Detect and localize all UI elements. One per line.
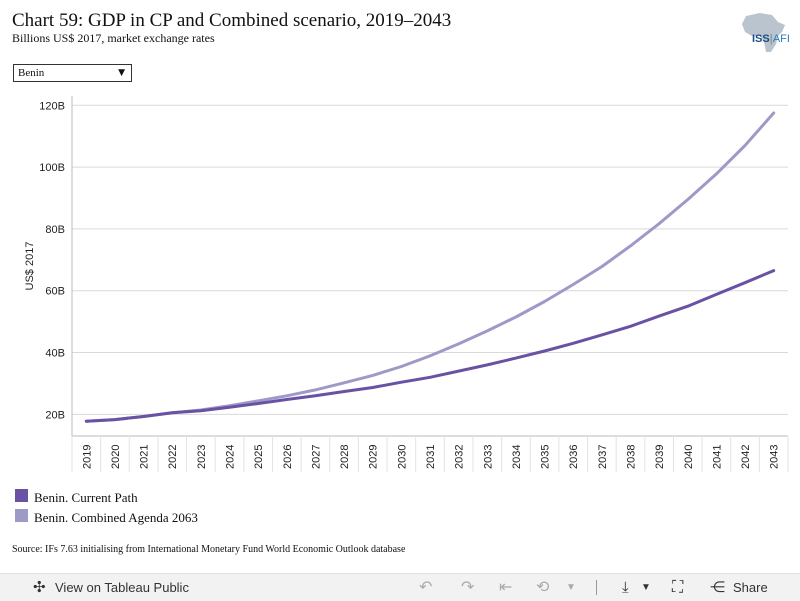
dropdown-caret-icon: ▼ (118, 68, 125, 78)
y-tick-label: 20B (45, 409, 65, 421)
x-tick-label: 2025 (253, 445, 265, 469)
africa-logo-icon (742, 13, 785, 52)
x-tick-label: 2026 (282, 445, 294, 469)
x-tick-label: 2034 (511, 445, 523, 469)
y-tick-label: 80B (45, 224, 65, 236)
y-tick-label: 120B (39, 100, 65, 112)
toolbar-divider (596, 580, 597, 595)
legend-label-current-path: Benin. Current Path (34, 490, 138, 505)
legend-swatch-current-path (15, 489, 28, 502)
legend-item-combined-agenda[interactable]: Benin. Combined Agenda 2063 (15, 508, 198, 528)
x-tick-label: 2039 (654, 445, 666, 469)
x-tick-label: 2040 (683, 445, 695, 469)
x-tick-label: 2033 (482, 445, 494, 469)
x-tick-label: 2019 (81, 445, 93, 469)
line-chart: 20B 40B 60B 80B 100B 120B 2019 2020 2021 2022 2023… (24, 96, 789, 472)
y-tick-label: 40B (45, 348, 65, 360)
chart-title: Chart 59: GDP in CP and Combined scenari… (12, 10, 452, 31)
y-tick-label: 60B (45, 286, 65, 298)
tableau-logo-icon[interactable]: ✣ (33, 579, 46, 596)
series-line-current-path (84, 269, 776, 423)
undo-icon[interactable]: ↶ (419, 579, 433, 596)
x-tick-label: 2042 (740, 445, 752, 469)
share-icon[interactable]: ⋲ (710, 579, 725, 596)
x-tick-label: 2020 (110, 445, 122, 469)
tableau-toolbar: ✣ View on Tableau Public ↶ ↷ ⇤ ⟲ ▼ ⤓ ▼ ⛶… (0, 573, 800, 601)
fullscreen-icon[interactable]: ⛶ (672, 579, 684, 596)
x-tick-label: 2022 (167, 445, 179, 469)
download-icon[interactable]: ⤓ (622, 579, 629, 596)
x-tick-label: 2021 (139, 445, 151, 469)
series-line-combined-agenda (84, 111, 776, 423)
refresh-menu-caret-icon[interactable]: ▼ (566, 582, 576, 593)
revert-icon[interactable]: ⇤ (499, 579, 513, 596)
y-tick-label: 100B (39, 162, 65, 174)
x-tick-label: 2035 (540, 445, 552, 469)
x-tick-label: 2031 (425, 445, 437, 469)
logo-text-iss: ISS (752, 33, 770, 45)
download-menu-caret-icon[interactable]: ▼ (641, 582, 651, 593)
legend: Benin. Current Path Benin. Combined Agen… (15, 488, 198, 528)
y-axis-title: US$ 2017 (24, 242, 36, 291)
redo-icon[interactable]: ↷ (461, 579, 475, 596)
country-dropdown[interactable]: Benin ▼ (13, 64, 132, 82)
x-tick-label: 2029 (368, 445, 380, 469)
iss-afi-logo-text: ISS|AFI (752, 33, 790, 45)
x-tick-label: 2041 (711, 445, 723, 469)
chart-subtitle: Billions US$ 2017, market exchange rates (12, 31, 215, 45)
legend-swatch-combined-agenda (15, 509, 28, 522)
x-tick-label: 2038 (625, 445, 637, 469)
share-button[interactable]: Share (733, 580, 768, 595)
refresh-icon[interactable]: ⟲ (536, 579, 550, 596)
source-note: Source: IFs 7.63 initialising from Inter… (12, 544, 406, 555)
x-tick-label: 2024 (225, 445, 237, 469)
x-tick-label: 2028 (339, 445, 351, 469)
legend-item-current-path[interactable]: Benin. Current Path (15, 488, 198, 508)
x-tick-label: 2036 (568, 445, 580, 469)
x-tick-label: 2027 (310, 445, 322, 469)
view-on-tableau-link[interactable]: View on Tableau Public (55, 580, 189, 595)
x-tick-label: 2023 (196, 445, 208, 469)
x-tick-label: 2030 (396, 445, 408, 469)
legend-label-combined-agenda: Benin. Combined Agenda 2063 (34, 510, 198, 525)
x-tick-label: 2043 (769, 445, 781, 469)
x-tick-label: 2032 (454, 445, 466, 469)
x-tick-label: 2037 (597, 445, 609, 469)
country-dropdown-value: Benin (18, 67, 45, 79)
logo-text-afi: AFI (772, 33, 790, 45)
